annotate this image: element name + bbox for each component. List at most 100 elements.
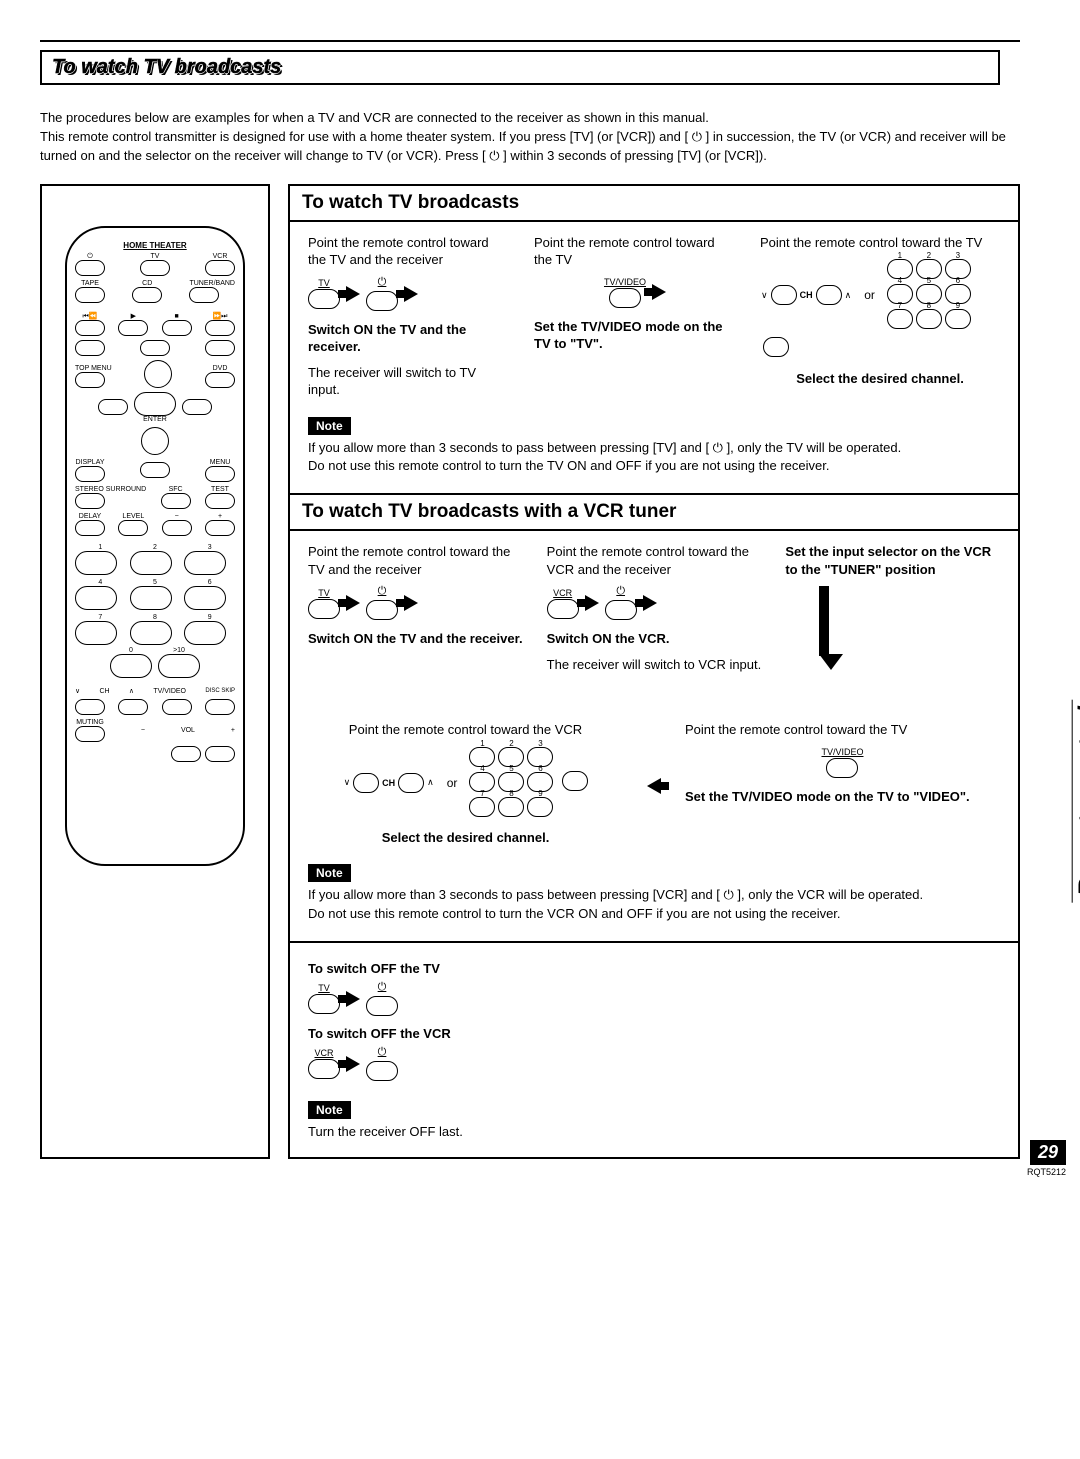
remote-num8-label: 8 [130,614,181,621]
remote-power-button [75,260,105,276]
s2-step3-text: Set the input selector on the VCR to the… [785,543,1000,578]
ch-down-label: ∨ [344,777,351,788]
remote-num8-button [130,621,172,645]
s2-step1-bold: Switch ON the TV and the receiver. [308,630,523,648]
s2-step5-text: Point the remote control toward the TV [685,721,1000,739]
remote-num4-button [75,586,117,610]
remote-play-button [118,320,148,336]
remote-delay-button [75,520,105,536]
remote-play-label: ▶ [118,313,148,320]
ch-up-label: ∧ [427,777,434,788]
s1-step3-text: Point the remote control toward the TV [760,234,1000,252]
ch-up-button-icon [816,285,842,305]
remote-stop-button [162,320,192,336]
arrow-right-icon [652,284,666,300]
s1-step1-extra: The receiver will switch to TV input. [308,364,510,399]
power-label: ⏻ [378,585,387,598]
remote-delay-label: DELAY [75,513,105,520]
numpad-icon [469,747,553,819]
vcr-button-icon [547,599,579,619]
down-arrow-icon [815,586,829,656]
remote-vol-label: VOL [181,727,195,734]
remote-tvvideo-button [162,699,192,715]
remote-tuner-label: TUNER/BAND [189,280,235,287]
doc-code: RQT5212 [1027,1167,1066,1177]
arrow-right-icon [346,991,360,1007]
side-tab: Remote control [1072,700,1080,903]
remote-discskip-button [205,699,235,715]
remote-minus-label: − [162,513,192,520]
arrow-right-icon [585,595,599,611]
s2-note-text: If you allow more than 3 seconds to pass… [308,886,1000,922]
s2-step1-text: Point the remote control toward the TV a… [308,543,523,578]
remote-stop-label: ■ [162,313,192,320]
s1-step3-bold: Select the desired channel. [760,370,1000,388]
remote-topmenu-button [75,372,105,388]
remote-nav-up-button [144,360,172,388]
remote-num5-button [130,586,172,610]
remote-ch-label: CH [99,688,109,695]
remote-dvd-label: DVD [205,365,235,372]
remote-num6-button [184,586,226,610]
s2-step2-extra: The receiver will switch to VCR input. [547,656,762,674]
remote-numpad: 1 2 3 4 5 6 7 8 9 [75,544,235,645]
remote-num7-label: 7 [75,614,126,621]
remote-nav-down-button [141,427,169,455]
remote-home-theater-label: HOME THEATER [123,241,186,250]
remote-cd-label: CD [132,280,162,287]
remote-enter-button [134,392,176,416]
remote-num3-button [184,551,226,575]
arrow-right-icon [346,286,360,302]
remote-num2-label: 2 [130,544,181,551]
or-text: or [864,288,875,302]
remote-surround-label: STEREO SURROUND [75,486,146,493]
ch-up-button-icon [398,773,424,793]
remote-ff-button [205,320,235,336]
power-label: ⏻ [616,585,625,598]
power-button-icon [366,291,398,311]
s2-step4-bold: Select the desired channel. [308,829,623,847]
remote-power-label: ⏻ [75,253,105,260]
remote-ch-down-button [75,699,105,715]
vcr-button-icon [308,1059,340,1079]
remote-muting-label: MUTING [75,719,105,726]
tvvideo-label: TV/VIDEO [604,277,646,287]
remote-sfc-button [161,493,191,509]
remote-tv-button [140,260,170,276]
ch-down-button-icon [353,773,379,793]
title-banner: To watch TV broadcasts [40,50,1000,85]
section1-header: To watch TV broadcasts [290,186,1018,222]
arrow-right-icon [643,595,657,611]
s1-step1-text: Point the remote control toward the TV a… [308,234,510,269]
remote-num9-label: 9 [184,614,235,621]
remote-test-label: TEST [205,486,235,493]
ch-down-button-icon [771,285,797,305]
remote-tuner-button [189,287,219,303]
remote-enter-label: ENTER [134,416,176,423]
s2-step4: Point the remote control toward the VCR … [308,721,623,854]
page-number: 29 [1030,1140,1066,1165]
s1-note-text: If you allow more than 3 seconds to pass… [308,439,1000,475]
remote-cd-button [132,287,162,303]
main-content-row: HOME THEATER ⏻ TV VCR TAPE CD TUNER/BAND… [40,184,1020,1160]
instructions-column: To watch TV broadcasts Point the remote … [288,184,1020,1160]
tv-label: TV [318,983,330,993]
top-rule [40,40,1020,42]
note-badge: Note [308,417,351,435]
arrow-right-icon [346,595,360,611]
remote-sfc-label: SFC [161,486,191,493]
remote-rew-label: ⏮⏪ [75,313,105,320]
remote-num7-button [75,621,117,645]
remote-tape-button [75,287,105,303]
arrow-left-icon [647,778,661,794]
remote-gt10-label: >10 [158,647,200,654]
remote-center-button [140,462,170,478]
tv-label: TV [318,278,330,288]
remote-num0-label: 0 [110,647,152,654]
remote-plus-button [205,520,235,536]
remote-num9-button [184,621,226,645]
s2-step3: Set the input selector on the VCR to the… [785,543,1000,656]
remote-plus-label: + [205,513,235,520]
note-badge: Note [308,1101,351,1119]
switch-off-block: To switch OFF the TV TV ⏻ To switch OFF … [290,941,1018,1157]
